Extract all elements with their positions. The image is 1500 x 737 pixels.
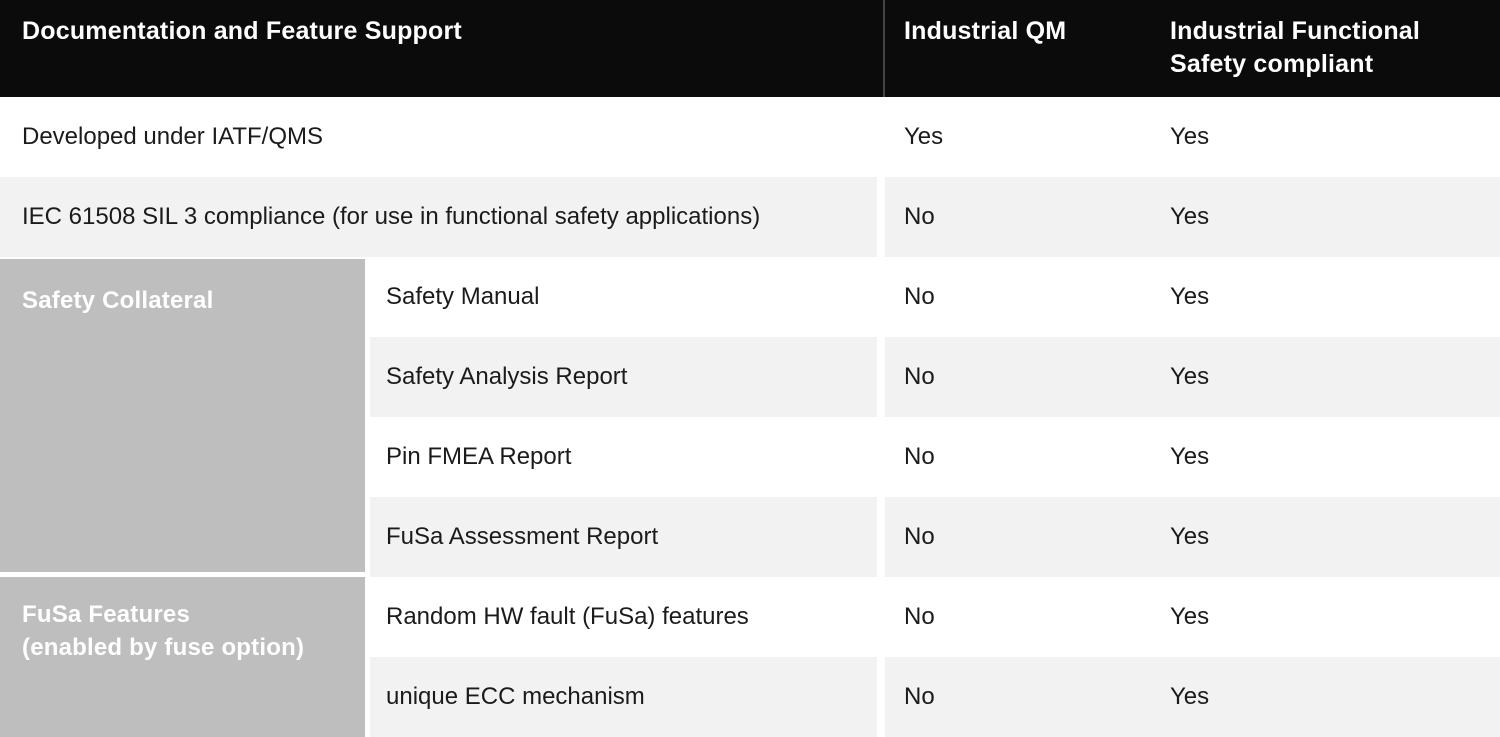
row-label: Random HW fault (FuSa) features (386, 603, 749, 630)
qm-value: No (904, 683, 935, 710)
group-cell-fusa-features: FuSa Features (enabled by fuse option) (0, 577, 365, 737)
qm-value: No (904, 283, 935, 310)
qm-value: Yes (904, 123, 944, 150)
fusa-value: Yes (1170, 363, 1210, 390)
fusa-value: Yes (1170, 283, 1210, 310)
table-row: unique ECC mechanism No Yes (0, 657, 1500, 737)
column-divider (883, 0, 885, 97)
table-row: Safety Analysis Report No Yes (0, 337, 1500, 417)
fusa-value: Yes (1170, 683, 1210, 710)
fusa-value: Yes (1170, 123, 1210, 150)
fusa-value: Yes (1170, 443, 1210, 470)
feature-column-header: Documentation and Feature Support (22, 17, 462, 45)
row-label: Safety Manual (386, 283, 540, 310)
table-header-row: Documentation and Feature Support Indust… (0, 0, 1500, 97)
qm-value: No (904, 523, 935, 550)
qm-value: No (904, 603, 935, 630)
qm-column-header: Industrial QM (904, 17, 1067, 45)
table-row: Random HW fault (FuSa) features No Yes (0, 577, 1500, 657)
qm-value: No (904, 203, 935, 230)
row-label: Pin FMEA Report (386, 443, 572, 470)
table-row: IEC 61508 SIL 3 compliance (for use in f… (0, 177, 1500, 257)
fusa-column-header: Industrial Functional Safety compliant (1170, 17, 1421, 78)
table-row: Developed under IATF/QMS Yes Yes (0, 97, 1500, 177)
qm-value: No (904, 363, 935, 390)
row-label: Safety Analysis Report (386, 363, 628, 390)
row-label: Developed under IATF/QMS (22, 123, 324, 150)
fusa-value: Yes (1170, 523, 1210, 550)
row-label: FuSa Assessment Report (386, 523, 659, 550)
qm-value: No (904, 443, 935, 470)
table-row: Safety Manual No Yes (0, 257, 1500, 337)
row-label: unique ECC mechanism (386, 683, 645, 710)
fusa-value: Yes (1170, 603, 1210, 630)
table-row: Pin FMEA Report No Yes (0, 417, 1500, 497)
row-label: IEC 61508 SIL 3 compliance (for use in f… (22, 203, 761, 230)
group-cell-safety-collateral: Safety Collateral (0, 259, 365, 572)
table-row: FuSa Assessment Report No Yes (0, 497, 1500, 577)
fusa-value: Yes (1170, 203, 1210, 230)
